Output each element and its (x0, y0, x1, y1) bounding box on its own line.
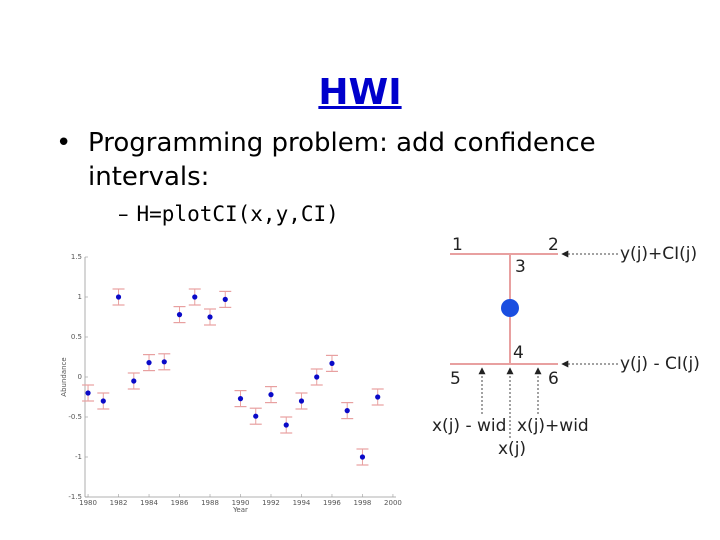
data-point (207, 314, 213, 320)
bullet-item: • Programming problem: add confidence in… (56, 126, 682, 194)
data-point (298, 398, 305, 404)
lower-bound-label: y(j) - CI(j) (620, 354, 700, 374)
x-tick-label: 1990 (232, 499, 250, 507)
x-tick-label: 1984 (140, 499, 158, 507)
diagram-label-2: 2 (548, 235, 559, 255)
sub-bullet-item: – H=plotCI(x,y,CI) (118, 202, 339, 226)
data-point (192, 294, 198, 300)
data-point (268, 392, 274, 398)
y-tick-label: -0.5 (68, 413, 82, 421)
right-width-label: x(j)+wid (517, 416, 589, 436)
data-point (344, 408, 350, 414)
sub-bullet-text: H=plotCI(x,y,CI) (136, 202, 339, 226)
data-point (146, 360, 152, 366)
data-point (222, 296, 228, 302)
data-point (237, 396, 244, 402)
y-tick-label: 1.5 (71, 253, 82, 261)
slide-title: HWI (0, 72, 720, 113)
x-tick-label: 1980 (79, 499, 97, 507)
diagram-label-4: 4 (513, 343, 524, 363)
slide-title-text: HWI (318, 72, 402, 113)
data-point (161, 359, 167, 365)
y-tick-label: -1.5 (68, 493, 82, 501)
data-point (176, 312, 183, 318)
x-tick-label: 1994 (293, 499, 311, 507)
diagram-data-point (501, 299, 519, 317)
y-tick-label: 0.5 (71, 333, 82, 341)
data-point (100, 398, 106, 404)
y-tick-label: 0 (78, 373, 82, 381)
x-tick-label: 2000 (384, 499, 402, 507)
left-width-label: x(j) - wid (432, 416, 506, 436)
sub-bullet-marker: – (118, 202, 129, 226)
data-point (85, 390, 91, 396)
x-tick-label: 1982 (110, 499, 128, 507)
data-point (115, 294, 122, 300)
errorbar-diagram: 1 2 3 4 5 6 y(j)+CI(j) y(j) - CI(j) x(j)… (432, 235, 700, 459)
data-point (359, 454, 366, 460)
diagram-label-6: 6 (548, 369, 559, 389)
data-point (314, 374, 320, 380)
x-tick-label: 1998 (354, 499, 372, 507)
diagram-label-1: 1 (452, 235, 463, 255)
data-point (283, 422, 289, 428)
y-tick-label: 1 (78, 293, 82, 301)
upper-bound-label: y(j)+CI(j) (620, 244, 697, 264)
bullet-text: Programming problem: add confidence inte… (88, 128, 596, 192)
y-axis-label: Abundance (60, 357, 68, 396)
data-point (329, 360, 335, 366)
data-point (253, 413, 259, 419)
diagram-label-5: 5 (450, 369, 461, 389)
data-point (131, 378, 137, 384)
x-tick-label: 1986 (171, 499, 189, 507)
y-tick-label: -1 (75, 453, 82, 461)
x-tick-label: 1988 (201, 499, 219, 507)
x-tick-label: 1992 (262, 499, 280, 507)
bullet-marker: • (56, 128, 72, 158)
x-axis-label: Year (232, 506, 248, 513)
center-x-label: x(j) (498, 439, 526, 459)
diagram-label-3: 3 (515, 257, 526, 277)
x-tick-label: 1996 (323, 499, 341, 507)
data-point (375, 394, 381, 400)
